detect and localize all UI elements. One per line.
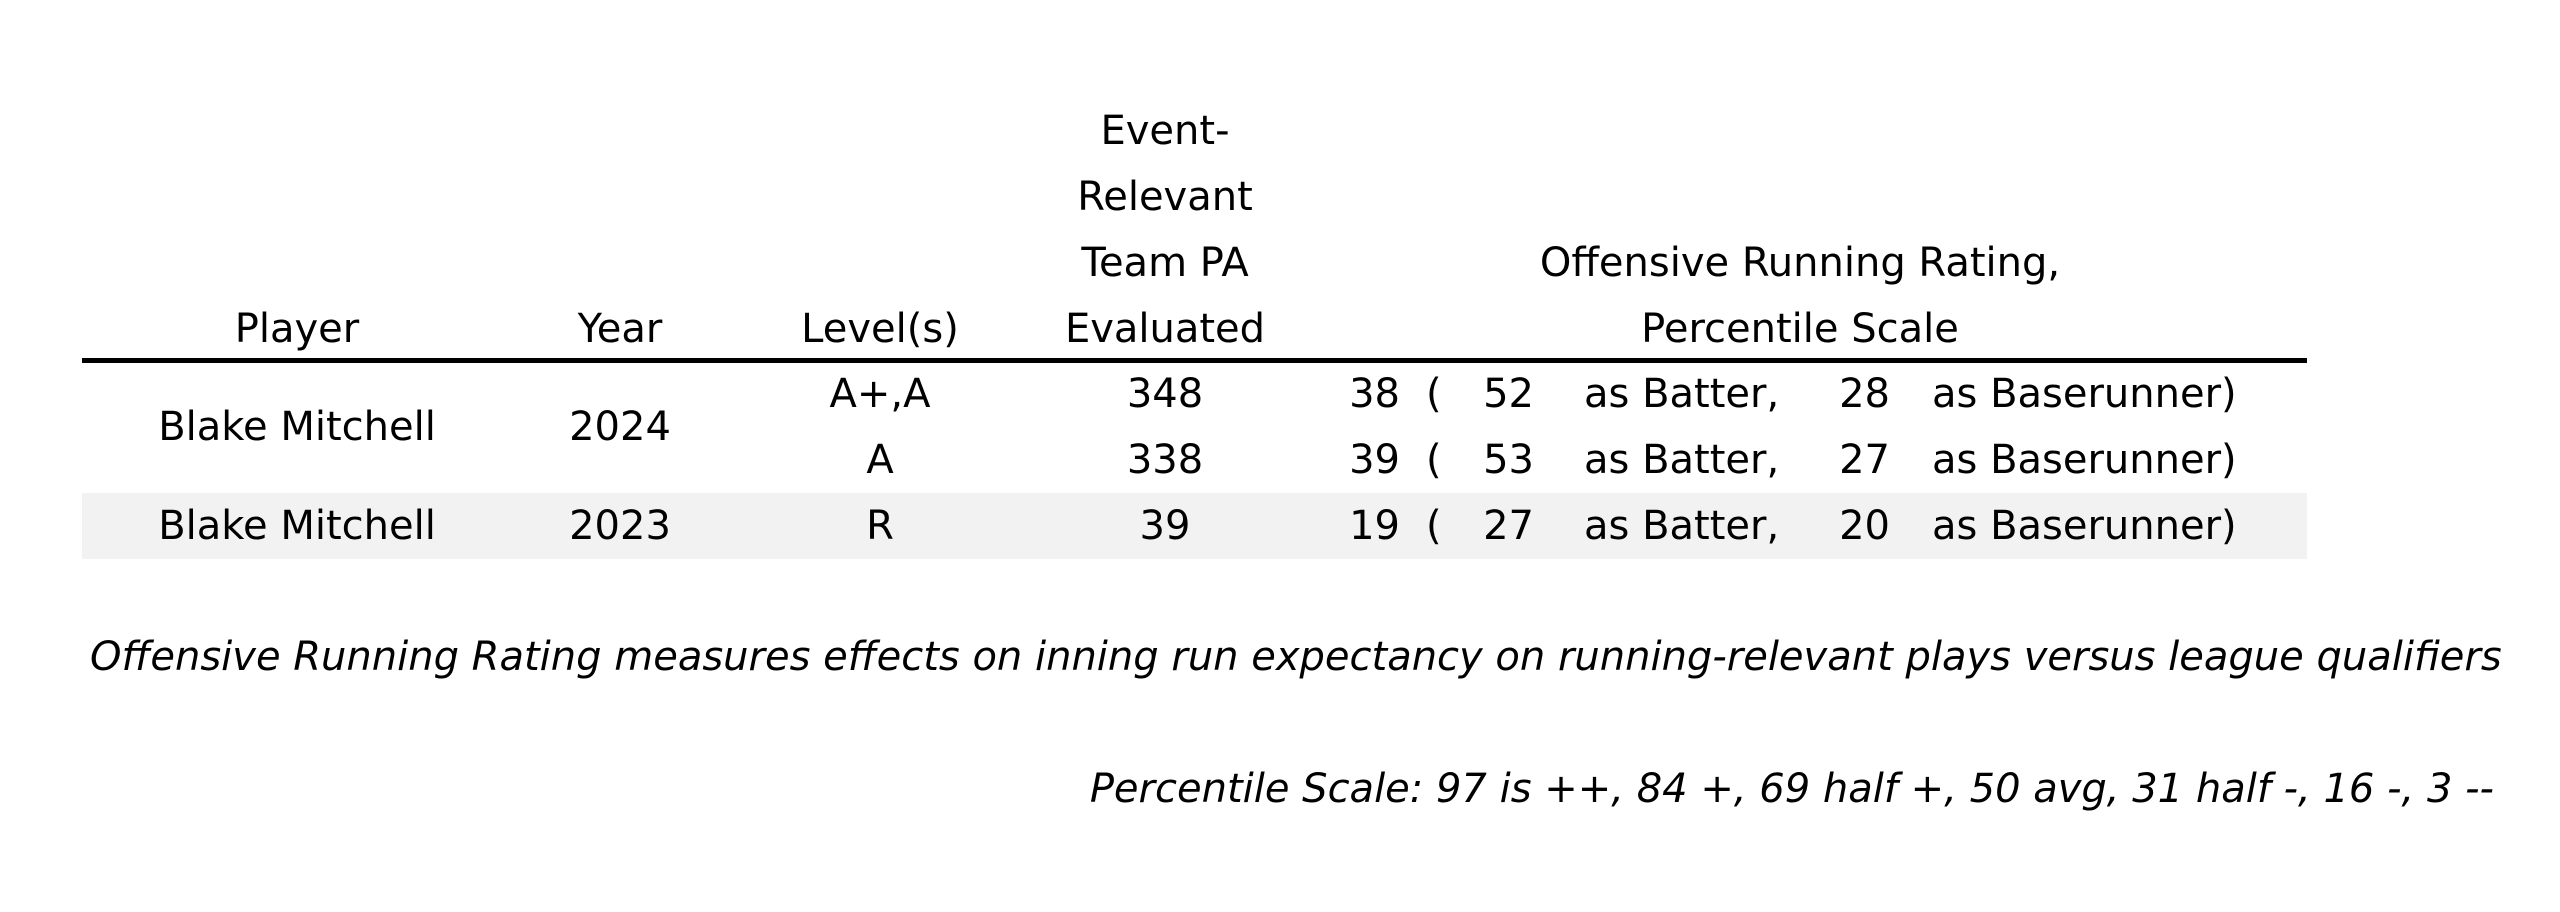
definition-note: Offensive Running Rating measures effect…: [90, 634, 2502, 680]
pa-cell: 348: [1126, 371, 1204, 417]
pa-cell: 39: [1139, 503, 1191, 549]
as-batter-label: as Batter,: [1584, 371, 1780, 417]
batter-rating: 53: [1483, 437, 1534, 483]
open-paren: (: [1426, 371, 1442, 417]
level-cell: R: [866, 503, 894, 549]
player-name-2024: Blake Mitchell: [158, 404, 436, 450]
open-paren: (: [1426, 503, 1442, 549]
as-baserunner-label: as Baserunner): [1932, 503, 2237, 549]
overall-rating: 39: [1349, 437, 1400, 483]
header-year: Year: [577, 306, 663, 352]
level-cell: A: [866, 437, 894, 483]
baserunner-rating: 20: [1839, 503, 1890, 549]
batter-rating: 27: [1483, 503, 1534, 549]
open-paren: (: [1426, 437, 1442, 483]
header-player: Player: [234, 306, 360, 352]
baserunner-rating: 28: [1839, 371, 1890, 417]
percentile-scale-note: Percentile Scale: 97 is ++, 84 +, 69 hal…: [1089, 766, 2494, 812]
as-baserunner-label: as Baserunner): [1932, 371, 2237, 417]
pa-cell: 338: [1126, 437, 1204, 483]
as-baserunner-label: as Baserunner): [1932, 437, 2237, 483]
player-name-2023: Blake Mitchell: [158, 503, 436, 549]
baserunner-rating: 27: [1839, 437, 1890, 483]
level-cell: A+,A: [829, 371, 931, 417]
shaded-row-band: [82, 493, 2307, 559]
header-pa-evaluated: Event- Relevant Team PA Evaluated: [1064, 108, 1266, 352]
header-running-rating: Offensive Running Rating, Percentile Sca…: [1539, 240, 2061, 352]
batter-rating: 52: [1483, 371, 1534, 417]
overall-rating: 38: [1349, 371, 1400, 417]
year-2023: 2023: [569, 503, 671, 549]
header-underline: [82, 358, 2307, 363]
overall-rating: 19: [1349, 503, 1400, 549]
year-2024: 2024: [569, 404, 671, 450]
as-batter-label: as Batter,: [1584, 437, 1780, 483]
header-levels: Level(s): [801, 306, 959, 352]
as-batter-label: as Batter,: [1584, 503, 1780, 549]
